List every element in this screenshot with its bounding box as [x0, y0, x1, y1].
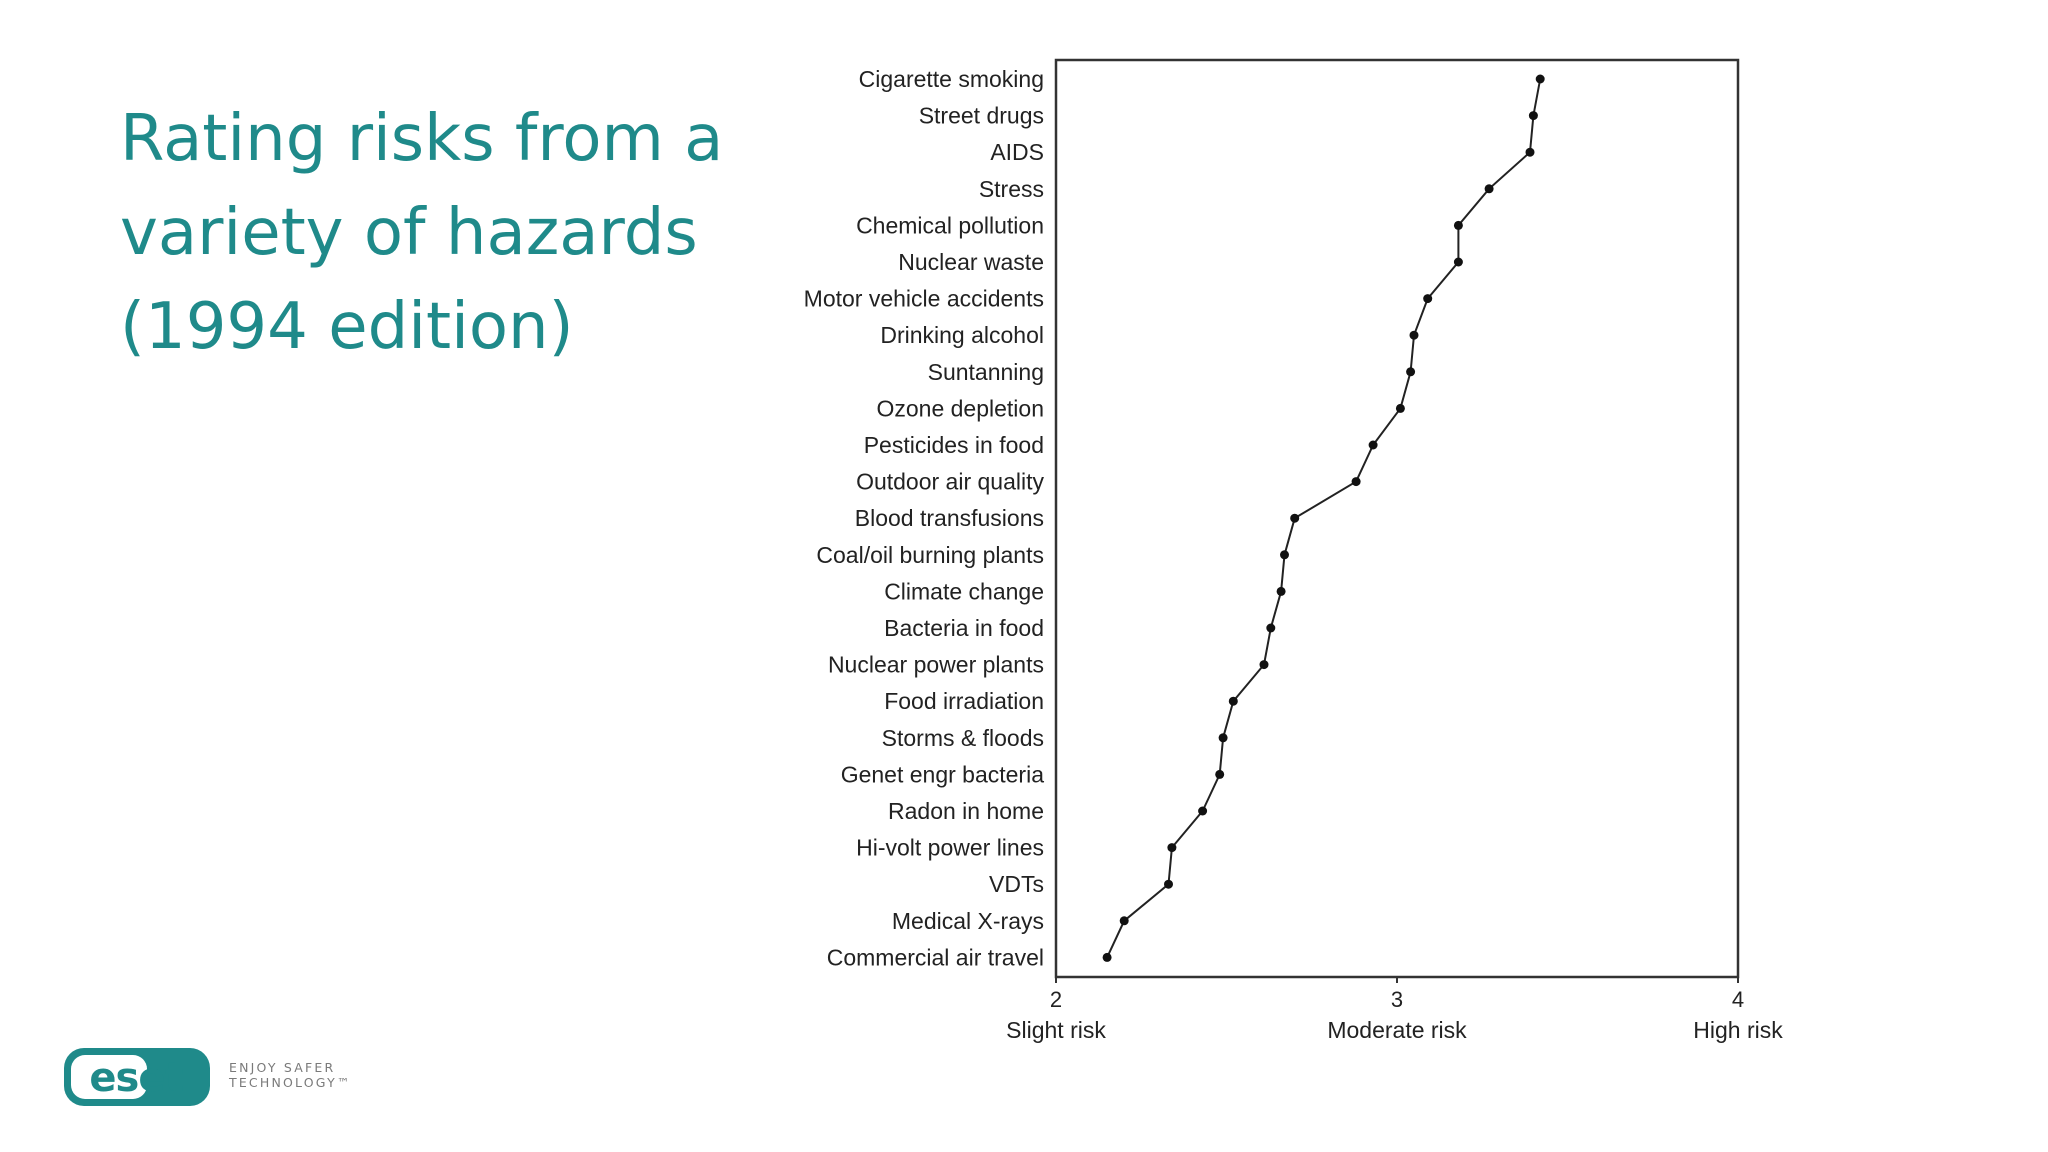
data-point	[1290, 513, 1300, 523]
data-point	[1395, 403, 1405, 413]
category-label: Genet engr bacteria	[841, 761, 1045, 787]
category-label: Outdoor air quality	[856, 469, 1044, 495]
data-point	[1259, 660, 1269, 670]
data-point	[1198, 806, 1208, 816]
data-point	[1351, 477, 1361, 487]
x-axis-ticks: 2 Slight risk 3 Moderate risk 4 High risk	[1006, 977, 1783, 1043]
x-tick-label: 4	[1732, 987, 1744, 1012]
brand-tagline: ENJOY SAFER TECHNOLOGY™	[229, 1060, 352, 1090]
category-label: Suntanning	[928, 359, 1044, 385]
data-point	[1276, 586, 1286, 596]
data-point	[1453, 257, 1463, 267]
category-label: Radon in home	[888, 798, 1044, 824]
category-label: Hi-volt power lines	[856, 835, 1044, 861]
category-label: Commercial air travel	[827, 944, 1044, 970]
data-point	[1484, 184, 1494, 194]
category-label: Street drugs	[919, 103, 1044, 129]
slide-title: Rating risks from a variety of hazards (…	[120, 92, 760, 374]
data-point	[1167, 843, 1177, 853]
category-label: Motor vehicle accidents	[804, 286, 1044, 312]
category-label: Blood transfusions	[855, 505, 1044, 531]
data-point	[1525, 147, 1535, 157]
data-point	[1266, 623, 1276, 633]
data-point	[1528, 111, 1538, 121]
data-point	[1102, 952, 1112, 962]
category-label: AIDS	[990, 139, 1044, 165]
eset-logo: eset	[64, 1048, 210, 1106]
title-line-1: Rating risks from a	[120, 102, 724, 176]
category-label: Storms & floods	[882, 725, 1044, 751]
category-label: Climate change	[884, 578, 1044, 604]
x-tick-caption: High risk	[1693, 1017, 1783, 1043]
plot-frame	[1054, 58, 1740, 979]
category-label: Chemical pollution	[856, 212, 1044, 238]
category-label: Bacteria in food	[884, 615, 1044, 641]
x-tick-label: 2	[1050, 987, 1062, 1012]
data-point	[1409, 330, 1419, 340]
logo-text: eset	[89, 1055, 183, 1101]
category-label: Ozone depletion	[876, 395, 1044, 421]
x-tick-caption: Moderate risk	[1327, 1017, 1467, 1043]
data-point	[1228, 696, 1238, 706]
category-label: Cigarette smoking	[859, 66, 1044, 92]
x-tick-label: 3	[1391, 987, 1403, 1012]
category-label: Medical X-rays	[892, 908, 1044, 934]
category-label: Drinking alcohol	[880, 322, 1044, 348]
data-point	[1453, 220, 1463, 230]
x-tick-caption: Slight risk	[1006, 1017, 1106, 1043]
category-label: VDTs	[989, 871, 1044, 897]
data-point	[1280, 550, 1289, 560]
series-layer	[1102, 74, 1545, 962]
title-line-3: (1994 edition)	[120, 290, 574, 364]
data-point	[1368, 440, 1378, 450]
category-label: Nuclear power plants	[828, 652, 1044, 678]
data-point	[1164, 879, 1173, 889]
series-line	[1106, 78, 1542, 958]
category-label: Nuclear waste	[898, 249, 1044, 275]
title-line-2: variety of hazards	[120, 196, 698, 270]
tagline-line-1: ENJOY SAFER	[229, 1060, 336, 1075]
data-point	[1119, 916, 1129, 926]
category-label: Food irradiation	[884, 688, 1044, 714]
data-point	[1406, 367, 1416, 377]
category-labels: Cigarette smoking Street drugs AIDS Stress C…	[804, 66, 1045, 970]
tagline-line-2: TECHNOLOGY™	[229, 1075, 352, 1090]
data-point	[1535, 74, 1545, 84]
category-label: Coal/oil burning plants	[816, 542, 1044, 568]
category-label: Pesticides in food	[864, 432, 1044, 458]
data-point	[1215, 769, 1225, 779]
category-label: Stress	[979, 176, 1044, 202]
data-point	[1218, 733, 1228, 743]
data-point	[1423, 294, 1433, 304]
